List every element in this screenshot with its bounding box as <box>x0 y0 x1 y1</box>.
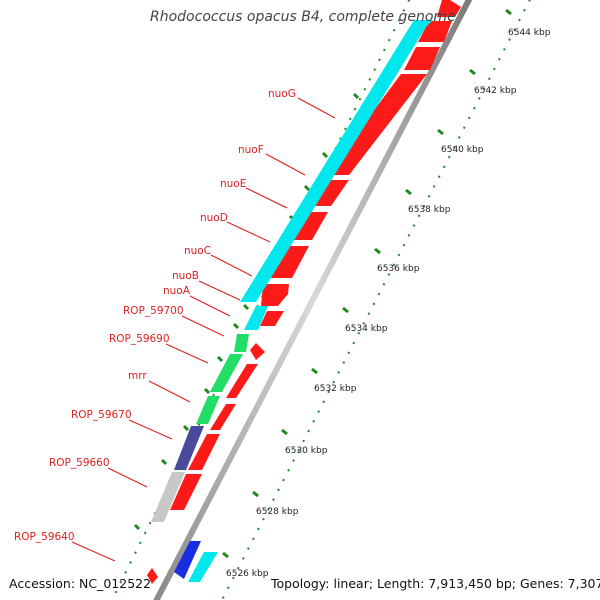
forward-gene-block-cyan <box>188 552 218 582</box>
gene-label: nuoG <box>268 88 296 100</box>
scale-tick <box>342 306 349 314</box>
track-dash <box>133 523 141 531</box>
gene-label: nuoB <box>172 270 199 282</box>
gene-leader-line <box>210 254 253 277</box>
gene-label: ROP_59670 <box>71 409 132 421</box>
gene-label: nuoE <box>220 178 246 190</box>
track-dash <box>242 303 250 311</box>
gene-leader-line <box>148 380 191 403</box>
gene-label: ROP_59660 <box>49 457 110 469</box>
scale-tick <box>222 551 229 559</box>
track-dash <box>303 184 311 192</box>
scale-label: 6526 kbp <box>226 569 269 579</box>
gene-label: ROP_59690 <box>109 333 170 345</box>
scale-label: 6538 kbp <box>408 205 451 215</box>
reverse-gene-block <box>404 47 440 70</box>
track-dash <box>216 355 224 363</box>
track-dash <box>182 424 190 432</box>
gene-leader-line <box>71 541 116 562</box>
accession-label: Accession: NC_012522 <box>9 576 152 591</box>
gene-label: ROP_59700 <box>123 305 184 317</box>
scale-label: 6530 kbp <box>285 446 328 456</box>
rna-gene-block-green <box>210 354 243 392</box>
reverse-gene-block <box>210 404 236 430</box>
gene-leader-line <box>181 315 225 337</box>
scale-labels: 6544 kbp 6542 kbp 6540 kbp 6538 kbp 6536 kbp… <box>226 28 551 579</box>
scale-tick <box>437 128 444 136</box>
scale-label: 6544 kbp <box>508 28 551 38</box>
reverse-gene-block <box>261 284 289 306</box>
gene-leader-line <box>198 280 241 301</box>
forward-gene-block-cyan <box>244 306 268 330</box>
track-dash <box>352 92 360 100</box>
gene-leader-line <box>189 295 231 317</box>
gene-leader-line <box>245 187 288 209</box>
scale-label: 6542 kbp <box>474 86 517 96</box>
gene-leader-line <box>128 419 173 440</box>
reverse-gene-block <box>170 474 202 510</box>
scale-label: 6532 kbp <box>314 384 357 394</box>
scale-tick <box>252 490 259 498</box>
rna-gene-block-green <box>196 396 220 424</box>
reverse-gene-block <box>326 74 427 175</box>
scale-tick <box>469 68 476 76</box>
reverse-strand-track <box>147 0 461 584</box>
scale-label: 6540 kbp <box>441 145 484 155</box>
track-dash <box>160 458 168 466</box>
scale-tick <box>405 188 412 196</box>
genome-backbone <box>153 0 473 600</box>
reverse-gene-block <box>147 568 158 584</box>
scale-label: 6534 kbp <box>345 324 388 334</box>
gene-label: nuoF <box>238 144 264 156</box>
gene-leader-line <box>107 467 148 488</box>
rna-gene-block-green <box>234 334 249 352</box>
genome-title: Rhodococcus opacus B4, complete genome <box>150 9 456 25</box>
track-dash <box>232 322 240 330</box>
gene-label: nuoA <box>163 285 191 297</box>
track-dash <box>203 387 211 395</box>
gene-label: mrr <box>128 370 147 382</box>
reverse-gene-block <box>250 343 265 360</box>
reverse-gene-block <box>437 0 461 17</box>
scale-label: 6528 kbp <box>256 507 299 517</box>
forward-strand-track <box>151 20 433 582</box>
track-dash <box>321 151 329 159</box>
reverse-gene-block <box>188 434 220 470</box>
scale-label: 6536 kbp <box>377 264 420 274</box>
scale-tick <box>505 8 512 16</box>
reverse-gene-block <box>226 364 258 398</box>
leader-lines <box>71 97 336 562</box>
scale-tick <box>311 367 318 375</box>
genome-summary: Topology: linear; Length: 7,913,450 bp; … <box>271 576 600 591</box>
gene-labels: nuoG nuoF nuoE nuoD nuoC nuoB nuoA ROP_59700 ROP… <box>14 88 296 543</box>
forward-gene-block-blue <box>174 541 201 579</box>
rna-gene-block-purple <box>174 426 204 470</box>
gene-leader-line <box>297 97 336 119</box>
gene-label: nuoD <box>200 212 228 224</box>
gene-leader-line <box>165 343 209 364</box>
pseudo-gene-block-gray <box>151 472 185 522</box>
scale-tick <box>281 428 288 436</box>
reverse-gene-block <box>266 246 309 278</box>
gene-leader-line <box>265 153 306 176</box>
gene-label: nuoC <box>184 245 211 257</box>
scale-tick <box>374 247 381 255</box>
forward-gene-block-cyan <box>240 20 433 302</box>
gene-label: ROP_59640 <box>14 531 75 543</box>
reverse-gene-block <box>260 311 284 326</box>
gene-leader-line <box>226 221 271 243</box>
